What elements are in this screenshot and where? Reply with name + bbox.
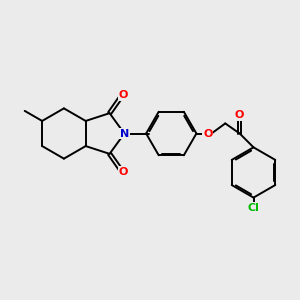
Text: O: O — [119, 90, 128, 100]
Text: N: N — [120, 128, 129, 139]
Text: O: O — [119, 167, 128, 177]
Text: Cl: Cl — [248, 203, 260, 213]
Text: O: O — [235, 110, 244, 120]
Text: O: O — [203, 128, 212, 139]
